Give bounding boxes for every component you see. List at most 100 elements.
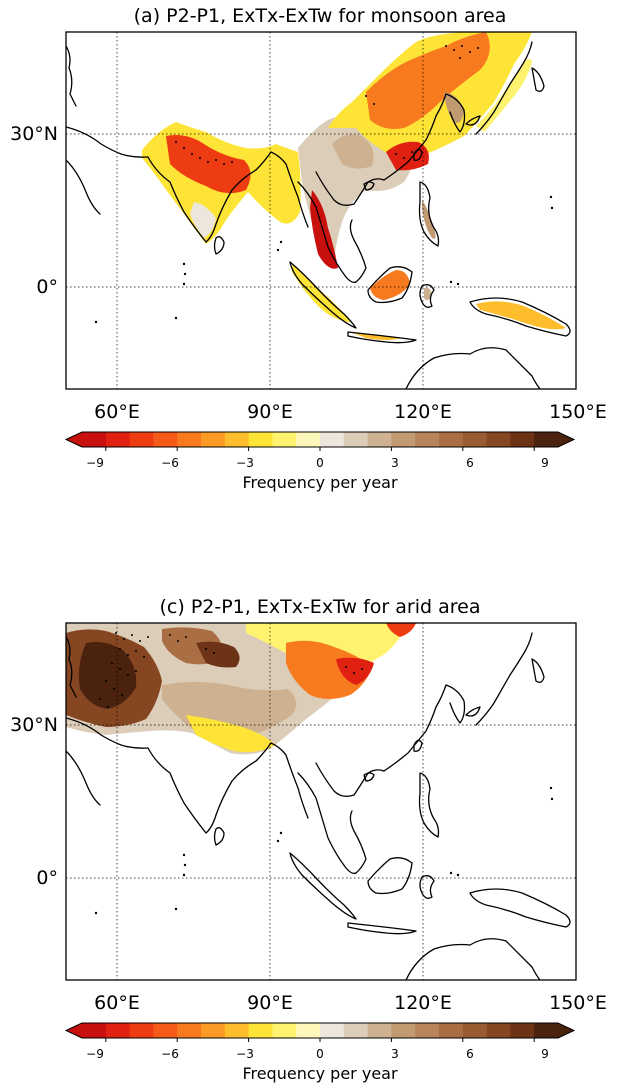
- colorbar-segment: [320, 1023, 345, 1038]
- colorbar-outline: [64, 431, 576, 448]
- colorbar-segment: [391, 432, 416, 447]
- arid-dark-core: [78, 642, 137, 709]
- colorbar-a: [64, 431, 576, 451]
- colorbar-segment: [510, 1023, 535, 1038]
- colorbar-c: [64, 1022, 576, 1042]
- colorbar-extend-min: [66, 1023, 82, 1038]
- colorbar-segment: [462, 432, 487, 447]
- lat-label-30n-c: 30°N: [10, 714, 58, 736]
- panel-c: (c) P2-P1, ExTx-ExTw for arid area: [10, 596, 607, 1083]
- colorbar-segment: [486, 1023, 511, 1038]
- cb-c-label: Frequency per year: [242, 1064, 398, 1083]
- tibet-yellow: [186, 715, 276, 753]
- cb-a-tick-m9: −9: [86, 456, 104, 470]
- colorbar-extend-max: [558, 432, 574, 447]
- mongolia-orange: [286, 640, 372, 699]
- lon-label-90e: 90°E: [247, 401, 293, 423]
- colorbar-segment: [296, 1023, 321, 1038]
- colorbar-segment: [177, 432, 202, 447]
- lon-label-90e-c: 90°E: [247, 992, 293, 1014]
- colorbar-segment: [510, 432, 535, 447]
- colorbar-segment: [105, 1023, 130, 1038]
- colorbar-segment: [296, 432, 321, 447]
- colorbar-segment: [439, 1023, 464, 1038]
- newguinea-field: [476, 301, 566, 330]
- panel-a-map: [66, 32, 571, 389]
- colorbar-segment: [534, 1023, 559, 1038]
- colorbar-segment: [82, 1023, 107, 1038]
- colorbar-segment: [534, 432, 559, 447]
- colorbar-outline: [64, 1022, 576, 1039]
- colorbar-extend-min: [66, 432, 82, 447]
- colorbar-segment: [486, 432, 511, 447]
- lat-label-0-c: 0°: [36, 867, 58, 889]
- panel-c-stippling: [99, 632, 363, 708]
- gobi-red: [336, 657, 374, 685]
- panel-a-title: (a) P2-P1, ExTx-ExTw for monsoon area: [134, 5, 507, 27]
- cb-c-tick-m3: −3: [236, 1047, 254, 1061]
- cb-a-label: Frequency per year: [242, 473, 398, 492]
- colorbar-segment: [129, 432, 154, 447]
- lat-label-0: 0°: [36, 276, 58, 298]
- china-tan: [332, 134, 374, 169]
- colorbar-segment: [153, 432, 178, 447]
- lon-label-120e-c: 120°E: [394, 992, 452, 1014]
- cb-a-tick-6: 6: [466, 456, 474, 470]
- panel-c-map: [66, 623, 571, 980]
- panel-a-frame: [65, 31, 577, 390]
- india-hot: [166, 135, 251, 194]
- ne-red: [386, 623, 416, 637]
- panel-c-gridlines: [66, 623, 576, 980]
- panel-a-gridlines: [66, 32, 576, 389]
- colorbar-segment: [343, 1023, 368, 1038]
- lon-label-150e: 150°E: [549, 401, 607, 423]
- cb-c-tick-3: 3: [391, 1047, 399, 1061]
- colorbar-segment: [201, 1023, 226, 1038]
- cb-c-tick-m9: −9: [86, 1047, 104, 1061]
- panel-c-frame: [65, 622, 577, 981]
- korea-field: [444, 92, 464, 123]
- colorbar-segment: [415, 1023, 440, 1038]
- lon-label-60e-c: 60°E: [94, 992, 140, 1014]
- panel-c-title: (c) P2-P1, ExTx-ExTw for arid area: [160, 596, 481, 618]
- cb-a-tick-0: 0: [316, 456, 324, 470]
- colorbar-extend-max: [558, 1023, 574, 1038]
- cb-c-tick-m6: −6: [161, 1047, 179, 1061]
- colorbar-segment: [272, 1023, 297, 1038]
- colorbar-segment: [367, 1023, 392, 1038]
- colorbar-segment: [224, 432, 249, 447]
- cb-c-tick-0: 0: [316, 1047, 324, 1061]
- colorbar-segment: [224, 1023, 249, 1038]
- lon-label-120e: 120°E: [394, 401, 452, 423]
- cb-c-tick-9: 9: [541, 1047, 549, 1061]
- cb-a-tick-9: 9: [541, 456, 549, 470]
- colorbar-segment: [462, 1023, 487, 1038]
- colorbar-segment: [82, 432, 107, 447]
- colorbar-segment: [105, 432, 130, 447]
- colorbar-segment: [367, 432, 392, 447]
- colorbar-segment: [415, 432, 440, 447]
- colorbar-segment: [153, 1023, 178, 1038]
- colorbar-segment: [129, 1023, 154, 1038]
- lat-label-30n: 30°N: [10, 123, 58, 145]
- colorbar-segment: [248, 432, 273, 447]
- colorbar-segment: [320, 432, 345, 447]
- colorbar-segment: [177, 1023, 202, 1038]
- colorbar-segment: [201, 432, 226, 447]
- colorbar-segment: [391, 1023, 416, 1038]
- colorbar-segment: [248, 1023, 273, 1038]
- panel-a: (a) P2-P1, ExTx-ExTw for monsoon area: [10, 5, 607, 492]
- lon-label-150e-c: 150°E: [549, 992, 607, 1014]
- cb-a-tick-m3: −3: [236, 456, 254, 470]
- india-pale: [190, 202, 216, 238]
- colorbar-segment: [272, 432, 297, 447]
- cb-a-tick-m6: −6: [161, 456, 179, 470]
- panel-a-stippling: [175, 45, 479, 165]
- cb-a-tick-3: 3: [391, 456, 399, 470]
- borneo-field: [370, 270, 410, 300]
- arid-brown-mid: [196, 641, 240, 668]
- colorbar-segment: [343, 432, 368, 447]
- cb-c-tick-6: 6: [466, 1047, 474, 1061]
- philippines-field: [422, 200, 436, 239]
